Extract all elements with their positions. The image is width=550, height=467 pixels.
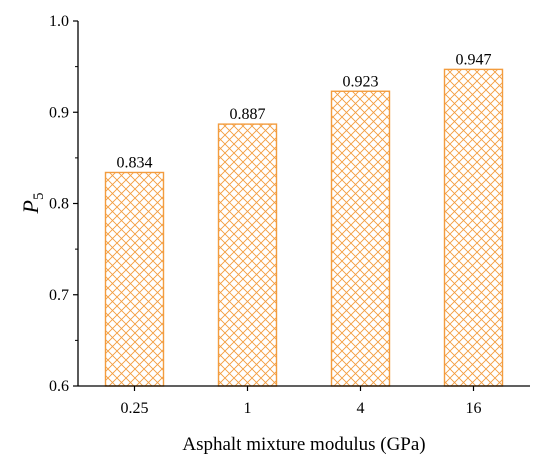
ticks-group: 0.6 0.7 0.8 0.9 1.0 0.25 1 4 16 (49, 13, 482, 417)
x-tick-label-0.25: 0.25 (121, 400, 149, 417)
x-tick-label-16: 16 (466, 400, 482, 417)
y-tick-label-0.8: 0.8 (49, 196, 69, 213)
y-tick-label-0.7: 0.7 (49, 287, 69, 304)
y-axis-title-main: P (18, 200, 43, 214)
y-tick-label-0.9: 0.9 (49, 104, 69, 121)
x-tick-label-1: 1 (244, 400, 252, 417)
bar-16 (443, 68, 504, 387)
y-tick-label-1.0: 1.0 (49, 13, 69, 30)
bar-0.25 (104, 171, 165, 387)
y-axis-title-subscript: 5 (31, 193, 47, 201)
data-label-1: 0.887 (230, 106, 266, 123)
y-axis-title: P5 (18, 193, 47, 215)
x-tick-label-4: 4 (357, 400, 365, 417)
bars-group (104, 68, 504, 387)
y-tick-label-0.6: 0.6 (49, 378, 69, 395)
x-axis-title: Asphalt mixture modulus (GPa) (182, 434, 425, 455)
data-label-0.25: 0.834 (117, 154, 153, 171)
data-label-16: 0.947 (456, 51, 492, 68)
bar-1 (217, 123, 278, 387)
data-label-4: 0.923 (343, 73, 379, 90)
data-labels-group: 0.834 0.887 0.923 0.947 (117, 51, 492, 171)
bar-4 (330, 90, 391, 387)
